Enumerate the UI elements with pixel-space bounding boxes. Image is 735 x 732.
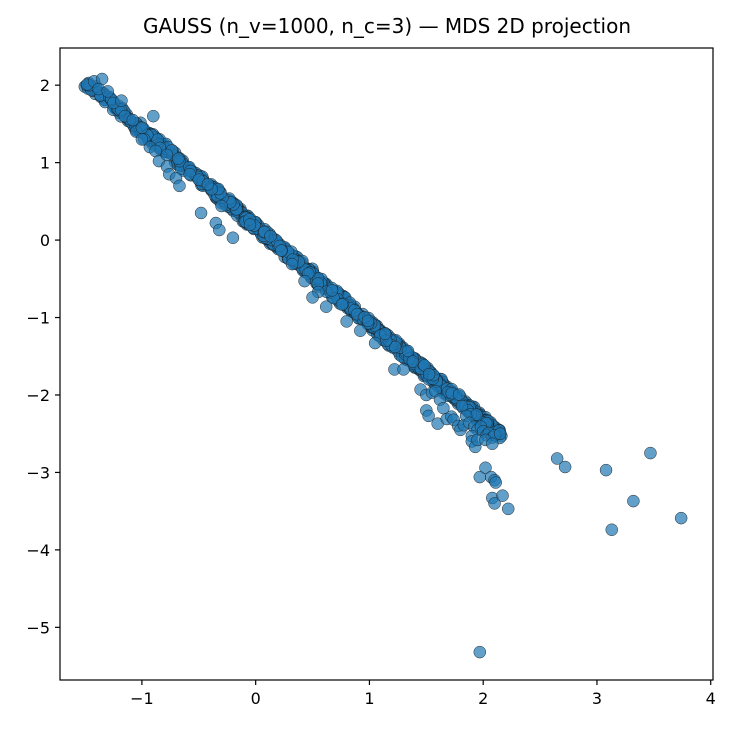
chart-title: GAUSS (n_v=1000, n_c=3) — MDS 2D project… xyxy=(143,14,631,38)
data-point xyxy=(422,367,436,381)
data-point xyxy=(368,336,382,350)
data-point xyxy=(215,199,228,213)
data-point xyxy=(558,460,572,474)
x-tick-label: 3 xyxy=(592,689,602,708)
data-point xyxy=(422,409,435,423)
data-point xyxy=(285,257,299,271)
data-point xyxy=(115,94,128,107)
data-point xyxy=(101,85,115,98)
data-point xyxy=(298,274,311,288)
data-point xyxy=(488,497,501,510)
data-point xyxy=(213,223,226,237)
data-point xyxy=(494,427,507,440)
y-tick-label: −5 xyxy=(26,618,50,637)
data-point xyxy=(319,300,333,313)
data-point xyxy=(599,463,613,477)
data-point xyxy=(147,109,160,123)
x-tick-label: 2 xyxy=(478,689,488,708)
data-point xyxy=(135,121,149,135)
data-point xyxy=(340,315,353,328)
y-tick-label: −1 xyxy=(26,309,50,328)
y-tick-label: −2 xyxy=(26,386,50,405)
y-tick-label: −3 xyxy=(26,463,50,482)
data-point xyxy=(172,152,185,165)
data-point xyxy=(496,489,509,502)
data-point xyxy=(335,298,349,311)
data-point xyxy=(550,452,564,465)
data-point xyxy=(627,494,640,508)
data-point xyxy=(406,355,420,368)
x-tick-label: −1 xyxy=(130,689,154,708)
x-tick-label: 4 xyxy=(706,689,716,708)
data-point xyxy=(226,231,240,244)
data-point xyxy=(388,340,402,354)
x-tick-label: 0 xyxy=(251,689,261,708)
data-point xyxy=(489,476,502,489)
data-point xyxy=(644,446,657,460)
plot-frame xyxy=(59,47,714,681)
data-point xyxy=(306,291,319,304)
y-axis: 2 1 0 −1 −2 −3 −4 −5 xyxy=(26,76,60,637)
x-axis: −1 0 1 2 3 4 xyxy=(130,680,716,708)
x-tick-label: 1 xyxy=(364,689,374,708)
data-point xyxy=(243,218,257,231)
data-point xyxy=(160,148,174,162)
data-point xyxy=(473,645,487,659)
y-tick-label: 1 xyxy=(40,154,50,173)
y-tick-label: 2 xyxy=(40,76,50,95)
data-point xyxy=(501,502,515,516)
data-point xyxy=(354,324,367,337)
data-point xyxy=(325,284,339,297)
data-point xyxy=(264,229,277,243)
y-tick-label: −4 xyxy=(26,541,50,560)
data-point xyxy=(201,178,215,191)
data-point xyxy=(194,206,208,220)
data-point xyxy=(486,437,499,451)
points-layer xyxy=(78,72,688,659)
data-point xyxy=(674,511,688,525)
data-point xyxy=(401,344,415,358)
data-point xyxy=(126,113,140,127)
data-point xyxy=(135,133,149,146)
data-point xyxy=(605,523,618,536)
data-point xyxy=(173,179,186,193)
data-point xyxy=(479,461,492,475)
data-point xyxy=(361,314,375,328)
data-point xyxy=(275,244,288,257)
y-tick-label: 0 xyxy=(40,231,50,250)
data-point xyxy=(378,327,392,340)
data-point xyxy=(452,388,466,401)
data-point xyxy=(397,363,410,376)
